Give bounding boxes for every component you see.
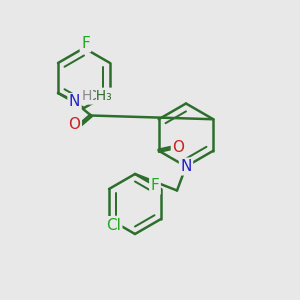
Text: F: F <box>81 36 90 51</box>
Text: F: F <box>151 178 159 194</box>
Text: CH₃: CH₃ <box>87 89 112 103</box>
Text: N: N <box>180 159 192 174</box>
Text: O: O <box>172 140 184 155</box>
Text: Cl: Cl <box>106 218 121 232</box>
Text: H: H <box>81 89 92 103</box>
Text: O: O <box>68 117 80 132</box>
Text: N: N <box>69 94 80 110</box>
